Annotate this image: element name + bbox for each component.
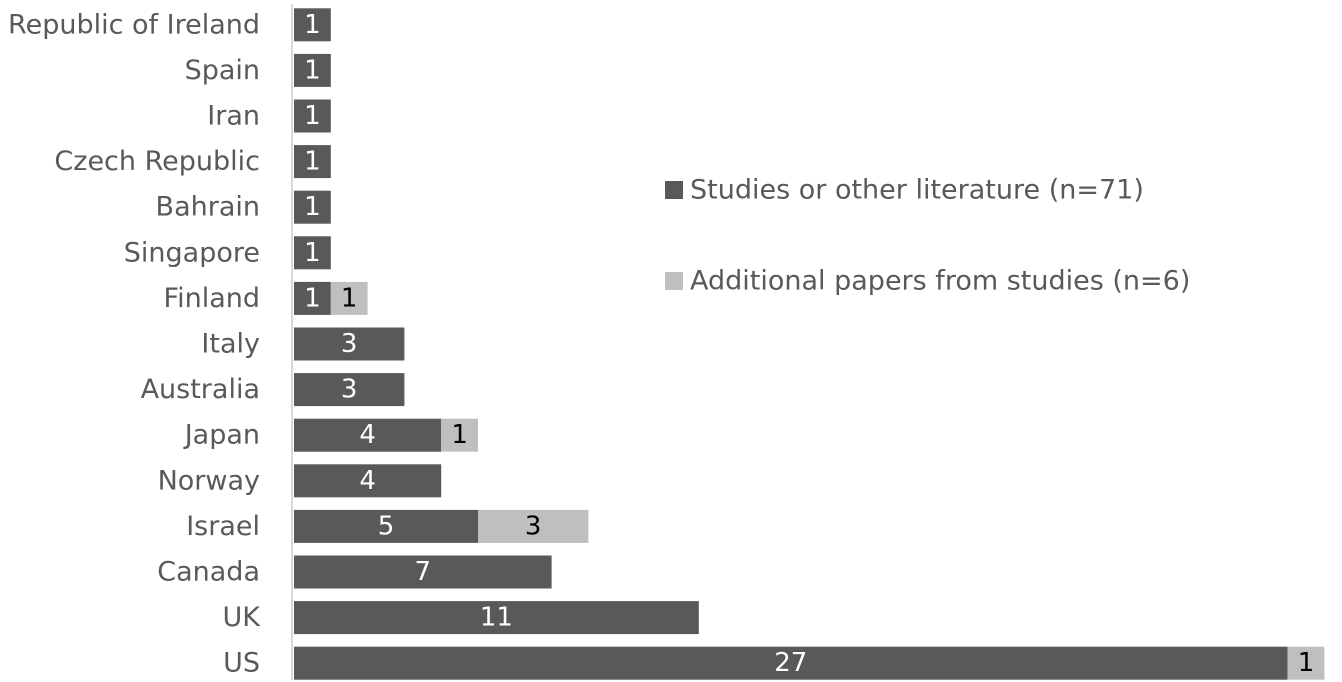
data-label-us-series-1: 27: [774, 648, 807, 678]
category-label-bahrain: Bahrain: [156, 192, 260, 223]
bar-japan-series-2: [441, 418, 478, 452]
data-label-finland-series-1: 1: [304, 283, 321, 313]
legend: Studies or other literature (n=71) Additi…: [665, 175, 1190, 297]
data-label-uk-series-1: 11: [480, 603, 513, 633]
data-label-japan-series-1: 4: [359, 420, 376, 450]
legend-swatch-series-1: [665, 181, 683, 199]
bar-republic-of-ireland-series-1: [294, 8, 331, 42]
bar-us-series-2: [1287, 646, 1325, 680]
category-label-iran: Iran: [207, 101, 260, 132]
bar-finland-series-1: [294, 281, 331, 315]
data-label-australia-series-1: 3: [341, 375, 358, 405]
data-label-spain-series-1: 1: [304, 55, 321, 85]
bar-italy-series-1: [294, 327, 405, 361]
data-label-israel-series-2: 3: [525, 511, 542, 541]
category-label-canada: Canada: [157, 557, 260, 588]
data-label-republic-of-ireland-series-1: 1: [304, 10, 321, 40]
legend-label-series-2: Additional papers from studies (n=6): [690, 266, 1190, 297]
category-labels: Republic of Ireland Spain Iran Czech Republ…: [8, 9, 261, 678]
bar-israel-series-1: [294, 509, 478, 543]
data-label-italy-series-1: 3: [341, 329, 358, 359]
category-label-spain: Spain: [185, 55, 260, 86]
category-label-italy: Italy: [201, 329, 260, 360]
bar-canada-series-1: [294, 555, 552, 589]
data-label-bahrain-series-1: 1: [304, 192, 321, 222]
data-label-czech-republic-series-1: 1: [304, 147, 321, 177]
bar-us-series-1: [294, 646, 1288, 680]
legend-swatch-series-2: [665, 272, 683, 290]
data-label-japan-series-2: 1: [451, 420, 468, 450]
bar-australia-series-1: [294, 373, 405, 407]
data-label-norway-series-1: 4: [359, 466, 376, 496]
data-label-israel-series-1: 5: [378, 511, 395, 541]
category-label-republic-of-ireland: Republic of Ireland: [8, 9, 260, 40]
bar-iran-series-1: [294, 99, 331, 133]
data-label-iran-series-1: 1: [304, 101, 321, 131]
category-label-finland: Finland: [164, 283, 260, 314]
bar-spain-series-1: [294, 53, 331, 87]
data-label-finland-series-2: 1: [341, 283, 358, 313]
category-label-uk: UK: [223, 602, 262, 633]
data-label-us-series-2: 1: [1298, 648, 1315, 678]
category-label-australia: Australia: [141, 374, 260, 405]
category-label-japan: Japan: [183, 420, 260, 451]
bar-finland-series-2: [330, 281, 368, 315]
bar-uk-series-1: [294, 601, 699, 635]
category-label-us: US: [223, 648, 260, 679]
bar-japan-series-1: [294, 418, 442, 452]
bar-singapore-series-1: [294, 236, 331, 270]
category-label-norway: Norway: [158, 465, 260, 496]
bar-israel-series-2: [478, 509, 589, 543]
category-label-czech-republic: Czech Republic: [54, 146, 260, 177]
bar-norway-series-1: [294, 464, 442, 498]
category-label-israel: Israel: [186, 511, 260, 542]
bar-czech-republic-series-1: [294, 145, 331, 179]
data-label-singapore-series-1: 1: [304, 238, 321, 268]
legend-label-series-1: Studies or other literature (n=71): [690, 175, 1144, 206]
data-label-canada-series-1: 7: [415, 557, 432, 587]
bar-bahrain-series-1: [294, 190, 331, 224]
category-label-singapore: Singapore: [124, 237, 260, 268]
